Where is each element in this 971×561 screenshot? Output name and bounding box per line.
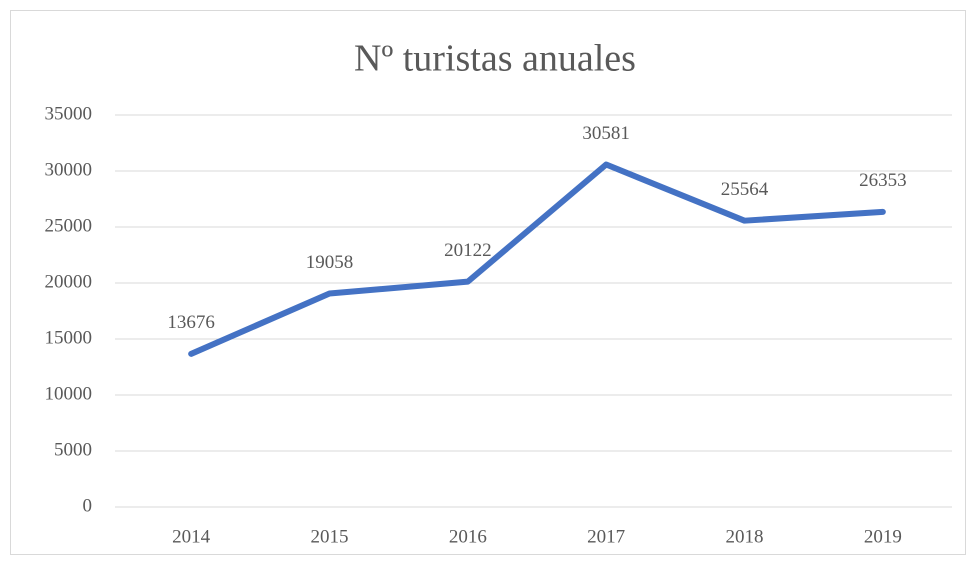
y-tick-label: 35000 — [45, 103, 93, 124]
line — [188, 161, 886, 357]
x-tick-label: 2019 — [864, 526, 902, 547]
data-label: 26353 — [859, 170, 907, 191]
data-label: 13676 — [167, 312, 215, 333]
x-tick-label: 2014 — [172, 526, 211, 547]
x-tick-label: 2015 — [311, 526, 349, 547]
chart-title: Nº turistas anuales — [354, 38, 636, 80]
y-tick-label: 5000 — [54, 439, 92, 460]
x-tick-label: 2016 — [449, 526, 487, 547]
data-label: 30581 — [582, 123, 630, 144]
y-tick-label: 25000 — [45, 215, 93, 236]
y-tick-label: 15000 — [45, 327, 93, 348]
data-label: 19058 — [306, 252, 354, 273]
data-label: 25564 — [721, 179, 769, 200]
y-tick-label: 30000 — [45, 159, 93, 180]
y-tick-label: 20000 — [45, 271, 93, 292]
y-tick-label: 10000 — [45, 383, 93, 404]
y-tick-label: 0 — [83, 495, 93, 516]
x-tick-label: 2018 — [726, 526, 764, 547]
x-tick-label: 2017 — [587, 526, 625, 547]
data-label: 20122 — [444, 240, 492, 261]
